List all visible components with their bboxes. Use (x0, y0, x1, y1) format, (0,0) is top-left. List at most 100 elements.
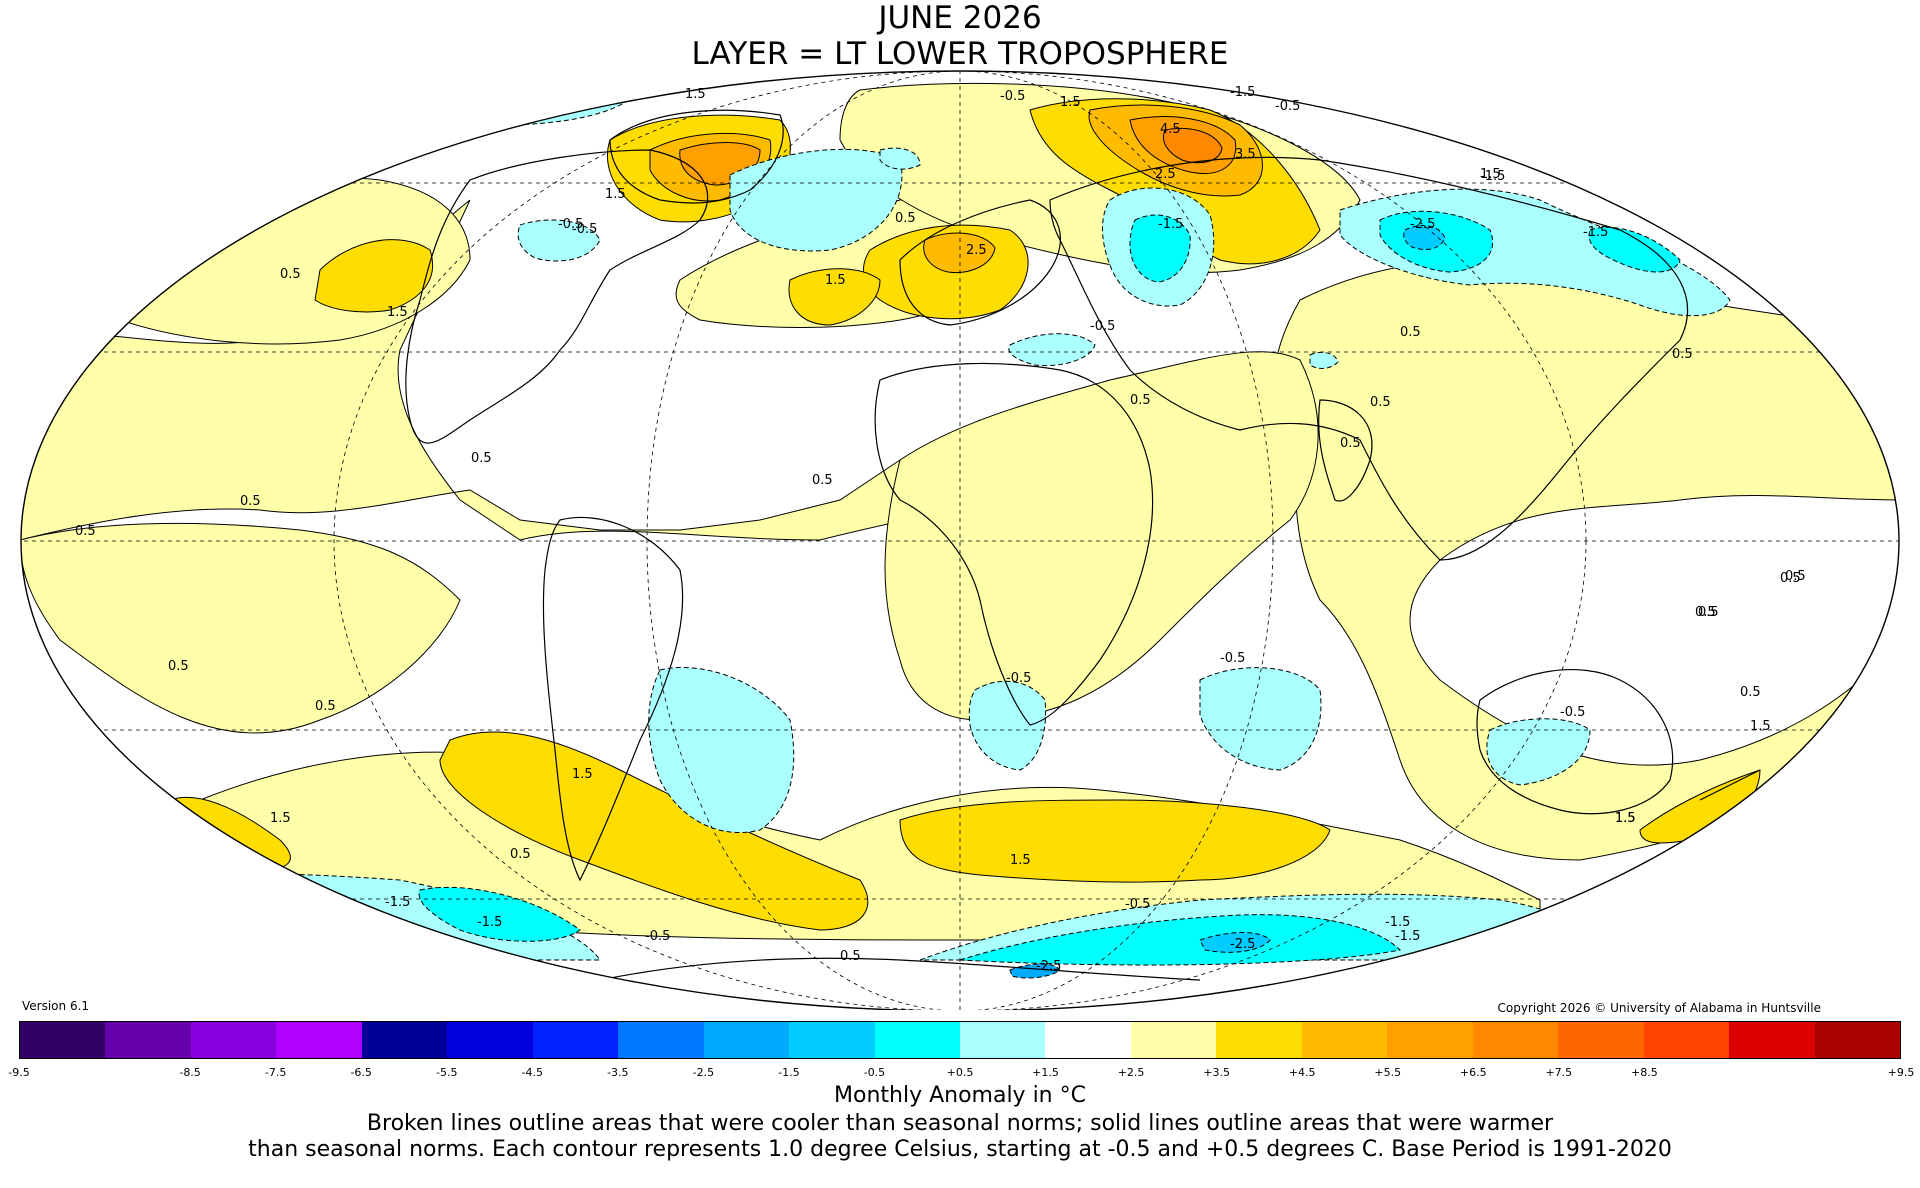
colorbar-tick-label: +7.5 (1545, 1066, 1573, 1079)
contour-label: 1.5 (605, 187, 626, 202)
contour-label: 0.5 (1740, 685, 1761, 700)
contour-label: -0.5 (1000, 89, 1025, 104)
contour-label: -0.5 (1090, 319, 1115, 334)
colorbar (19, 1021, 1901, 1059)
colorbar-tick-label: +0.5 (946, 1066, 974, 1079)
colorbar-cell (1643, 1022, 1730, 1058)
cool3-east-siberia (1403, 225, 1446, 251)
cool-south-indian (1199, 667, 1322, 771)
contour-label: 1.5 (1750, 719, 1771, 734)
copyright-label: Copyright 2026 © University of Alabama i… (1497, 1001, 1821, 1015)
colorbar-cell (190, 1022, 277, 1058)
colorbar-tick-label: +6.5 (1459, 1066, 1487, 1079)
cool-persian (1309, 351, 1339, 369)
map-title-month: JUNE 2026 (878, 0, 1042, 36)
cool2-russia (1129, 214, 1191, 283)
contour-label: 0.5 (240, 494, 261, 509)
colorbar-tick-label: +3.5 (1203, 1066, 1230, 1079)
contour-label: 0.5 (168, 659, 189, 674)
colorbar-tick-label: +5.5 (1374, 1066, 1402, 1079)
contour-label: -1.5 (1583, 225, 1608, 240)
contour-label: 1.5 (685, 87, 706, 102)
contour-label: 1.5 (572, 767, 593, 782)
contour-label: -1.5 (1395, 929, 1420, 944)
colorbar-cell (1216, 1022, 1302, 1058)
contour-label: 0.5 (1695, 605, 1716, 620)
cool-australia-west (1486, 718, 1591, 786)
colorbar-cell (105, 1022, 191, 1058)
legend-note-line2: than seasonal norms. Each contour repres… (248, 1137, 1672, 1162)
contour-labels: 1.5 -0.5 -1.5 -0.5 1.5 4.5 3.5 2.5 1.5 -… (75, 85, 1806, 974)
contour-label: -1.5 (1480, 169, 1505, 184)
anomaly-map: 1.5 -0.5 -1.5 -0.5 1.5 4.5 3.5 2.5 1.5 -… (20, 70, 1900, 1010)
contour-label: -0.5 (1006, 671, 1031, 686)
colorbar-cell (1301, 1022, 1388, 1058)
contour-label: -1.5 (1230, 85, 1255, 100)
contour-label: -2.5 (1036, 959, 1061, 974)
coast-australia (1476, 669, 1674, 815)
contour-label: 0.5 (1400, 325, 1421, 340)
cool-north-atlantic-small (879, 147, 921, 170)
warm2-north-pacific (314, 239, 434, 313)
warm-field-africa (884, 351, 1319, 721)
contour-label: 1.5 (1010, 853, 1031, 868)
cool-south-atlantic (648, 666, 795, 834)
colorbar-tick-label: -7.5 (264, 1066, 287, 1079)
contour-label: 1.5 (825, 273, 846, 288)
colorbar-cell (1130, 1022, 1217, 1058)
contour-label: 0.5 (1780, 571, 1801, 586)
colorbar-tick-label: -6.5 (350, 1066, 372, 1079)
contour-label: 1.5 (270, 811, 291, 826)
warm2-mid-atlantic (788, 268, 881, 326)
contour-label: 0.5 (840, 949, 861, 964)
colorbar-tick-label: -4.5 (521, 1066, 543, 1079)
contour-label: -0.5 (645, 929, 670, 944)
coast-asia (1049, 156, 1689, 561)
version-label: Version 6.1 (22, 999, 90, 1013)
contour-label: 0.5 (1672, 347, 1693, 362)
contour-label: -1.5 (385, 895, 410, 910)
contour-label: -0.5 (1125, 897, 1150, 912)
contour-label: 0.5 (1785, 569, 1806, 584)
warm2-southern-indian (899, 799, 1331, 883)
cool2-okhotsk (1588, 226, 1681, 273)
contour-label: 0.5 (75, 524, 96, 539)
contour-label: 0.5 (1130, 393, 1151, 408)
cool-arabian (1008, 333, 1096, 367)
legend-note-line1: Broken lines outline areas that were coo… (366, 1111, 1554, 1136)
map-title-layer: LAYER = LT LOWER TROPOSPHERE (691, 36, 1229, 72)
contour-label: 3.5 (1235, 147, 1256, 162)
coast-south-america (542, 516, 684, 882)
colorbar-cell (1729, 1022, 1815, 1058)
contour-label: 1.5 (1615, 811, 1636, 826)
colorbar-tick-label: +2.5 (1117, 1066, 1145, 1079)
contour-label: -0.5 (558, 217, 583, 232)
cool2-antarctic-pacific (418, 886, 581, 942)
colorbar-cell (789, 1022, 875, 1058)
globe-outline (20, 70, 1900, 1010)
coast-greenland (609, 109, 784, 204)
colorbar-cell (874, 1022, 960, 1058)
colorbar-tick-label: -1.5 (778, 1066, 800, 1079)
contour-label: -1.5 (1158, 217, 1183, 232)
coast-antarctica (599, 957, 1201, 981)
contour-label: -0.5 (572, 222, 597, 237)
colorbar-tick-label: -0.5 (863, 1066, 886, 1079)
colorbar-tick-label: -8.5 (179, 1066, 201, 1079)
warm-field-west-pacific (21, 522, 461, 734)
colorbar-cell (1387, 1022, 1473, 1058)
cool-labrador (729, 148, 903, 252)
contour-label: 0.5 (315, 699, 336, 714)
colorbar-cell (447, 1022, 533, 1058)
coastlines (405, 109, 1761, 981)
colorbar-cell (532, 1022, 619, 1058)
colorbar-cell (276, 1022, 362, 1058)
contour-label: 1.5 (387, 305, 408, 320)
contour-label: -1.5 (1385, 915, 1410, 930)
contour-label: 0.5 (471, 451, 492, 466)
contour-label: 0.5 (1698, 605, 1719, 620)
contour-label: -2.5 (1410, 217, 1435, 232)
contour-label: 0.5 (280, 267, 301, 282)
colorbar-cell (1814, 1022, 1900, 1058)
colorbar-cell (1472, 1022, 1559, 1058)
